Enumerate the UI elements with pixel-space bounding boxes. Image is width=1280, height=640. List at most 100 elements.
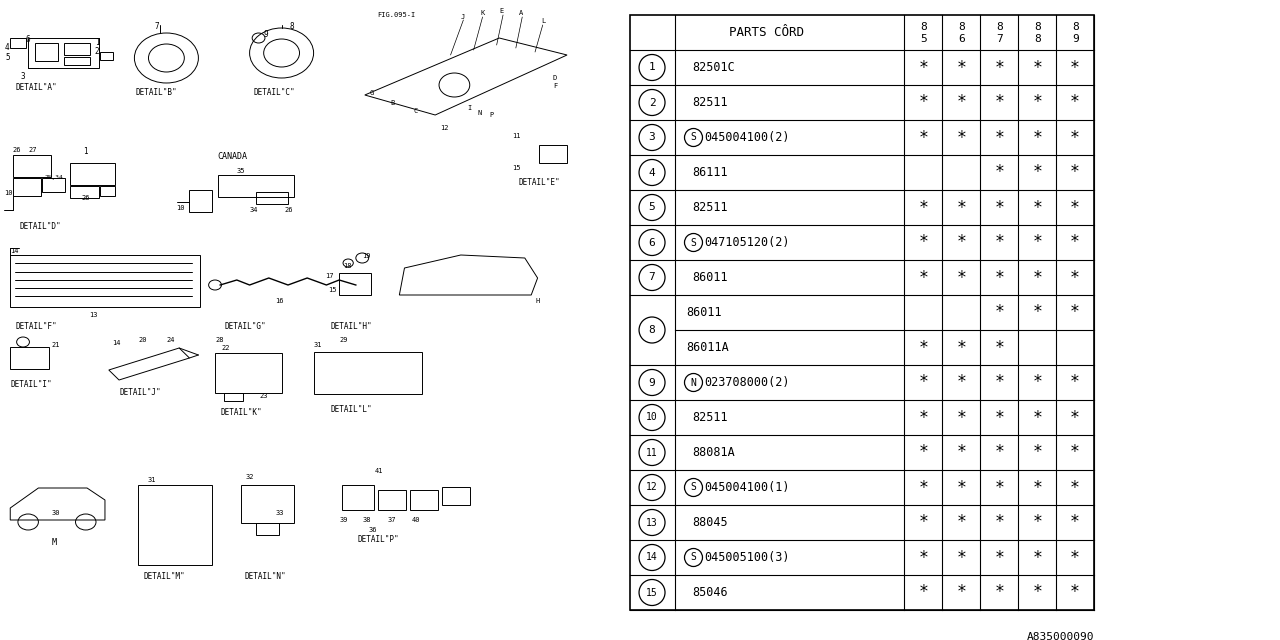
Text: 35: 35	[237, 168, 246, 174]
Text: 13: 13	[90, 312, 99, 318]
Text: DETAIL"I": DETAIL"I"	[10, 380, 52, 389]
Bar	[64, 57, 90, 65]
Text: 38: 38	[362, 517, 371, 523]
Text: S: S	[690, 552, 696, 563]
Text: 19: 19	[362, 253, 371, 259]
Text: H: H	[535, 298, 539, 304]
Text: I: I	[467, 105, 471, 111]
Text: 2: 2	[649, 97, 655, 108]
Text: *: *	[995, 444, 1005, 461]
Bar	[442, 487, 470, 505]
Text: *: *	[1070, 303, 1080, 321]
Text: *: *	[1070, 513, 1080, 531]
Text: 86011: 86011	[686, 306, 722, 319]
Text: *: *	[956, 374, 966, 392]
Text: *: *	[1032, 444, 1042, 461]
Text: *: *	[1070, 93, 1080, 111]
Text: 3: 3	[20, 72, 26, 81]
Text: DETAIL"M": DETAIL"M"	[143, 572, 186, 581]
Text: S: S	[690, 483, 696, 493]
Text: B: B	[390, 100, 394, 106]
Text: 40: 40	[412, 517, 421, 523]
Text: *: *	[995, 303, 1005, 321]
Text: 36: 36	[369, 527, 378, 533]
Text: 24: 24	[166, 337, 175, 343]
Bar	[42, 178, 65, 192]
Text: 8: 8	[289, 22, 294, 31]
Text: DETAIL"N": DETAIL"N"	[244, 572, 287, 581]
Text: *: *	[1032, 269, 1042, 287]
Text: DETAIL"F": DETAIL"F"	[15, 322, 58, 331]
Text: *: *	[918, 234, 928, 252]
Text: *: *	[995, 93, 1005, 111]
Text: 11: 11	[646, 447, 658, 458]
Text: *: *	[1070, 129, 1080, 147]
Bar	[13, 155, 51, 177]
Bar	[10, 255, 200, 307]
Text: *: *	[995, 129, 1005, 147]
Text: *: *	[1032, 129, 1042, 147]
Text: 7: 7	[649, 273, 655, 282]
Text: *: *	[956, 58, 966, 77]
Bar	[218, 175, 294, 197]
Bar	[10, 347, 49, 369]
Text: *: *	[1070, 198, 1080, 216]
Text: 23: 23	[260, 393, 269, 399]
Text: *: *	[1070, 163, 1080, 182]
Text: 82511: 82511	[692, 411, 728, 424]
Text: 045005100(3): 045005100(3)	[704, 551, 790, 564]
Text: *: *	[918, 58, 928, 77]
Text: DETAIL"C": DETAIL"C"	[253, 88, 296, 97]
Bar	[339, 273, 371, 295]
Text: *: *	[1070, 234, 1080, 252]
Text: 82511: 82511	[692, 201, 728, 214]
Text: S: S	[690, 237, 696, 248]
Text: 41: 41	[375, 468, 384, 474]
Bar	[189, 190, 212, 212]
Text: 6: 6	[957, 33, 965, 44]
Text: 5: 5	[5, 53, 10, 62]
Text: 10: 10	[646, 413, 658, 422]
Bar	[378, 490, 406, 510]
Text: 17: 17	[325, 273, 334, 279]
Text: 30: 30	[51, 510, 60, 516]
Text: 5: 5	[649, 202, 655, 212]
Text: *: *	[1070, 408, 1080, 426]
Text: 14: 14	[10, 248, 19, 254]
Text: 2: 2	[95, 47, 100, 56]
Text: 86011: 86011	[692, 271, 728, 284]
Text: *: *	[918, 269, 928, 287]
Text: *: *	[995, 584, 1005, 602]
Text: DETAIL"A": DETAIL"A"	[15, 83, 58, 92]
Text: *: *	[1032, 408, 1042, 426]
Text: 8: 8	[920, 22, 927, 33]
Text: CANADA: CANADA	[218, 152, 247, 161]
Bar	[138, 485, 212, 565]
Text: C: C	[413, 108, 417, 114]
Text: *: *	[956, 548, 966, 566]
Text: DETAIL"P": DETAIL"P"	[357, 535, 399, 544]
Text: 31: 31	[147, 477, 156, 483]
Text: 16: 16	[275, 298, 284, 304]
Text: 023708000(2): 023708000(2)	[704, 376, 790, 389]
Text: 11: 11	[512, 133, 521, 139]
Text: *: *	[956, 408, 966, 426]
Text: *: *	[1032, 303, 1042, 321]
Text: 34: 34	[250, 207, 259, 213]
Text: 82511: 82511	[692, 96, 728, 109]
Text: DETAIL"L": DETAIL"L"	[330, 405, 372, 414]
Text: *: *	[995, 163, 1005, 182]
Bar	[410, 490, 438, 510]
Text: N: N	[690, 378, 696, 387]
Text: 1: 1	[95, 38, 100, 47]
Text: *: *	[1032, 58, 1042, 77]
Text: 047105120(2): 047105120(2)	[704, 236, 790, 249]
Bar	[70, 186, 99, 198]
Text: *: *	[956, 129, 966, 147]
Text: M: M	[51, 538, 56, 547]
Text: *: *	[918, 479, 928, 497]
Text: 14: 14	[646, 552, 658, 563]
Text: 10: 10	[177, 205, 186, 211]
Text: *: *	[956, 234, 966, 252]
Text: 26: 26	[284, 207, 293, 213]
